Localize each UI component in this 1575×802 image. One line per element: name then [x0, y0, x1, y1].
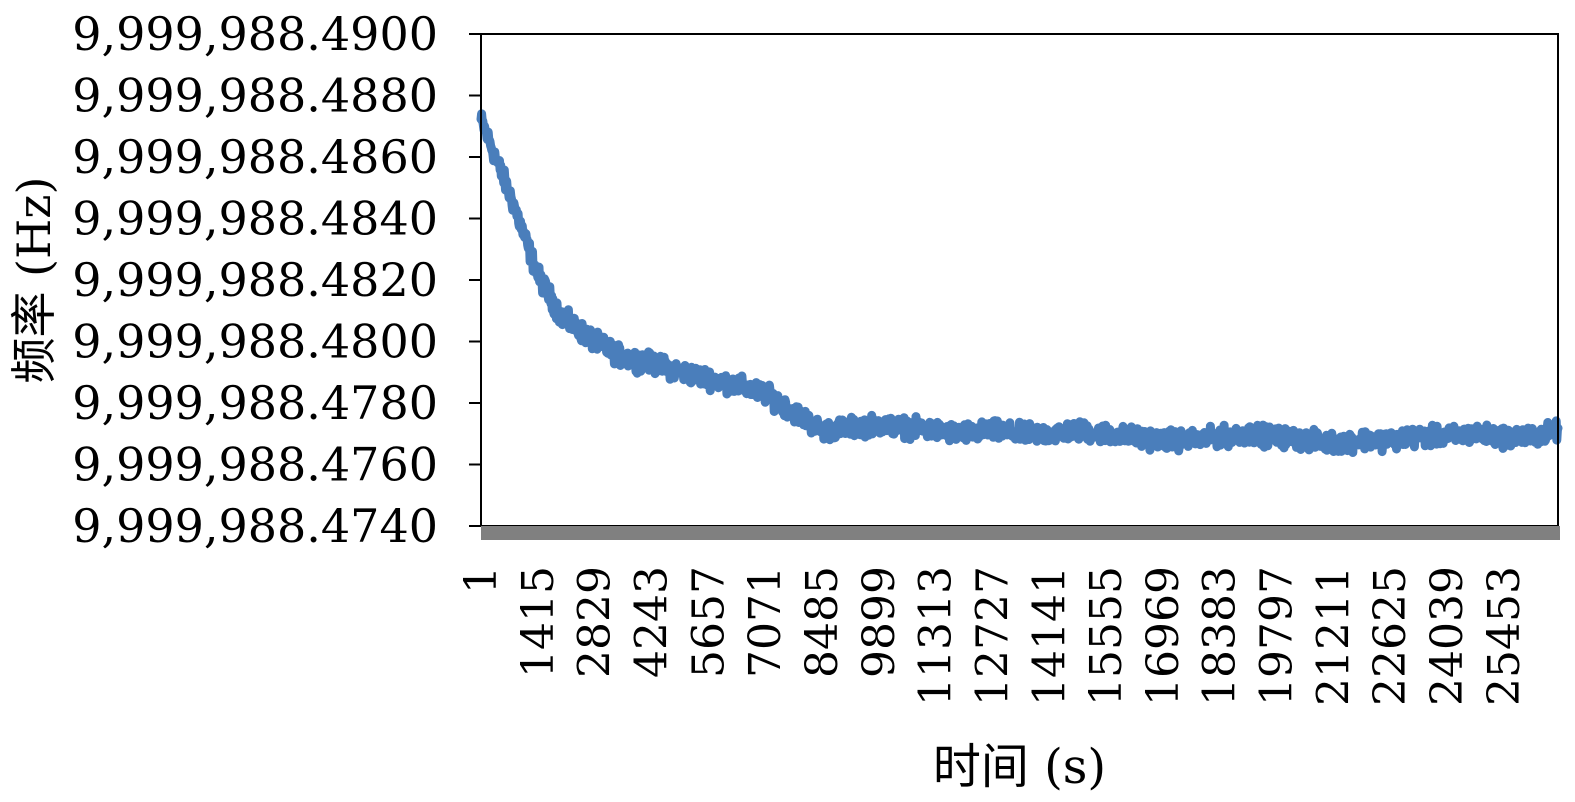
- x-tick-label: 1: [456, 566, 507, 594]
- y-axis: 9,999,988.4900 9,999,988.4880 9,999,988.48…: [72, 7, 481, 553]
- x-axis: 1 1415 2829 4243 5657 7071 8485 9899 11313 12727 1…: [456, 566, 1530, 706]
- x-tick-label: 11313: [911, 566, 962, 706]
- x-tick-label: 2829: [570, 566, 621, 678]
- x-tick-label: 19797: [1252, 566, 1303, 706]
- x-tick-label: 24039: [1422, 566, 1473, 706]
- x-tick-label: 16969: [1138, 566, 1189, 706]
- x-tick-label: 8485: [797, 566, 848, 678]
- series-layer: [476, 109, 1563, 457]
- y-tick-label: 9,999,988.4740: [72, 499, 438, 553]
- y-tick-label: 9,999,988.4800: [72, 314, 438, 368]
- x-axis-title: 时间 (s): [933, 739, 1106, 795]
- x-tick-label: 9899: [854, 566, 905, 678]
- x-tick-label: 15555: [1081, 566, 1132, 706]
- x-tick-label: 5657: [683, 566, 734, 678]
- y-tick-label: 9,999,988.4760: [72, 438, 438, 492]
- x-tick-label: 12727: [967, 566, 1018, 706]
- y-axis-title: 频率 (Hz): [7, 177, 61, 384]
- y-tick-label: 9,999,988.4820: [72, 253, 438, 307]
- y-tick-label: 9,999,988.4900: [72, 7, 438, 61]
- x-tick-label: 21211: [1308, 566, 1359, 706]
- x-tick-label: 4243: [626, 566, 677, 678]
- x-tick-label: 7071: [740, 566, 791, 678]
- x-tick-label: 1415: [513, 566, 564, 678]
- x-tick-label: 25453: [1479, 566, 1530, 706]
- x-tick-label: 22625: [1365, 566, 1416, 706]
- y-tick-label: 9,999,988.4880: [72, 69, 438, 123]
- y-tick-label: 9,999,988.4840: [72, 192, 438, 246]
- y-tick-label: 9,999,988.4780: [72, 376, 438, 430]
- x-tick-label: 14141: [1024, 566, 1075, 706]
- y-tick-label: 9,999,988.4860: [72, 130, 438, 184]
- x-axis-line: [481, 526, 1560, 540]
- series-line: [476, 109, 1563, 457]
- x-tick-label: 18383: [1195, 566, 1246, 706]
